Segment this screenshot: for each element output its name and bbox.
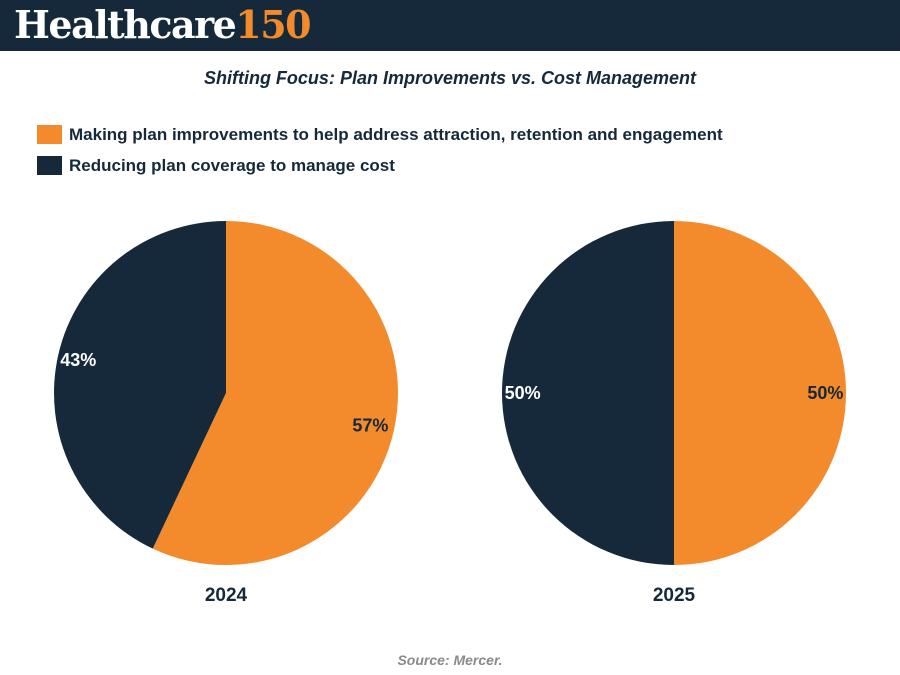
- pie-slice-2025-reducing: [502, 221, 674, 565]
- legend-item-improvements: Making plan improvements to help address…: [37, 124, 723, 145]
- slice-label-2024-reducing: 43%: [60, 350, 96, 370]
- legend-swatch-orange: [37, 125, 62, 144]
- header-bar: Healthcare150: [0, 0, 900, 51]
- legend-label-reducing: Reducing plan coverage to manage cost: [69, 155, 395, 175]
- pie-slice-2024-reducing: [54, 221, 227, 549]
- brand-number: 150: [235, 2, 311, 47]
- source-note: Source: Mercer.: [397, 652, 503, 668]
- slice-label-2025-reducing: 50%: [505, 383, 541, 403]
- pie-slice-2024-improvements: [152, 221, 398, 565]
- pie-2024: 57% 43% 2024: [54, 221, 398, 606]
- brand-logo: Healthcare150: [14, 2, 312, 48]
- pie-slice-2025-improvements: [674, 221, 846, 565]
- year-label-2025: 2025: [653, 585, 696, 606]
- slice-label-2025-improvements: 50%: [807, 383, 843, 403]
- slice-label-2024-improvements: 57%: [352, 415, 388, 435]
- legend-swatch-navy: [37, 156, 62, 175]
- pie-2025: 50% 50% 2025: [502, 221, 846, 606]
- brand-word: Healthcare: [14, 2, 237, 47]
- year-label-2024: 2024: [205, 585, 248, 606]
- chart-title: Shifting Focus: Plan Improvements vs. Co…: [203, 68, 697, 88]
- legend-item-reducing: Reducing plan coverage to manage cost: [37, 155, 723, 176]
- legend-label-improvements: Making plan improvements to help address…: [69, 124, 723, 144]
- chart-legend: Making plan improvements to help address…: [37, 124, 723, 186]
